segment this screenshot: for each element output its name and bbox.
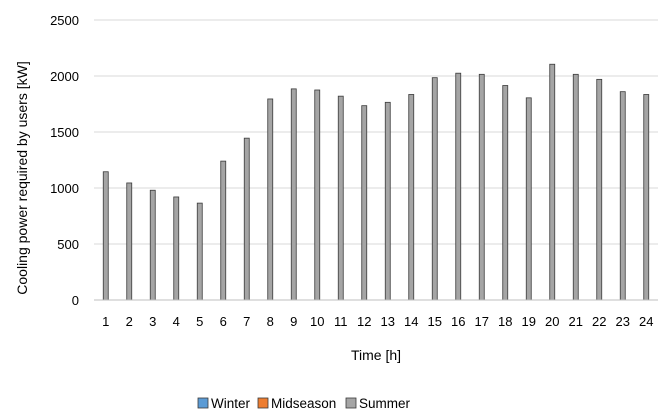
x-tick-label: 11 [334,314,348,329]
x-axis-title: Time [h] [351,347,401,363]
legend-label-summer: Summer [359,396,411,411]
y-axis-title: Cooling power required by users [kW] [14,61,30,294]
y-tick-label: 0 [72,293,79,308]
x-tick-label: 13 [381,314,395,329]
x-tick-label: 19 [522,314,536,329]
x-tick-label: 3 [149,314,156,329]
y-tick-label: 500 [57,237,79,252]
x-tick-label: 7 [243,314,250,329]
x-tick-label: 23 [616,314,630,329]
x-tick-label: 1 [102,314,109,329]
bar-summer-5 [196,202,203,301]
x-tick-label: 18 [498,314,512,329]
bar-summer-22 [596,78,603,301]
bar-summer-13 [384,101,391,301]
bar-summer-12 [361,105,368,301]
bar-summer-19 [525,97,532,301]
x-tick-label: 22 [592,314,606,329]
legend: Winter Midseason Summer [197,396,411,411]
bar-summer-23 [619,91,626,301]
x-tick-labels: 1 2 3 4 5 6 7 8 9 10 11 12 13 14 15 16 17 18 19 20 21 22 23 24 [102,314,653,329]
x-tick-label: 4 [173,314,180,329]
bar-summer-6 [220,160,227,301]
bar-summer-14 [408,94,415,301]
bar-summer-16 [455,72,462,301]
bar-summer-20 [549,63,556,301]
y-tick-label: 2000 [50,69,79,84]
x-tick-label: 5 [196,314,203,329]
x-tick-label: 10 [310,314,324,329]
y-tick-label: 2500 [50,13,79,28]
bar-summer-21 [572,73,579,301]
legend-swatch-summer [345,397,357,409]
legend-swatch-midseason [257,397,269,409]
x-tick-label: 6 [220,314,227,329]
bars [102,63,650,301]
x-tick-label: 16 [451,314,465,329]
x-tick-label: 8 [267,314,274,329]
y-tick-label: 1000 [50,181,79,196]
bar-summer-2 [126,182,133,301]
legend-label-winter: Winter [211,396,251,411]
bar-summer-15 [431,77,438,301]
bar-summer-11 [337,95,344,301]
x-tick-label: 12 [357,314,371,329]
bar-summer-17 [478,73,485,301]
bar-summer-1 [102,171,109,301]
bar-summer-10 [314,89,321,301]
x-tick-label: 14 [404,314,418,329]
bar-summer-24 [643,94,650,301]
legend-label-midseason: Midseason [271,396,336,411]
bar-summer-4 [173,196,180,301]
y-tick-label: 1500 [50,125,79,140]
x-tick-label: 9 [290,314,297,329]
y-tick-labels: 0 500 1000 1500 2000 2500 [50,13,79,308]
x-tick-label: 17 [475,314,489,329]
legend-swatch-winter [197,397,209,409]
x-tick-label: 21 [569,314,583,329]
bar-summer-7 [243,137,250,301]
x-tick-label: 20 [545,314,559,329]
bar-summer-3 [149,189,156,301]
bar-summer-18 [502,85,509,301]
x-tick-label: 2 [126,314,133,329]
gridlines [94,19,658,245]
x-tick-label: 15 [428,314,442,329]
bar-summer-8 [267,98,274,301]
bar-summer-9 [290,88,297,301]
x-tick-label: 24 [639,314,653,329]
